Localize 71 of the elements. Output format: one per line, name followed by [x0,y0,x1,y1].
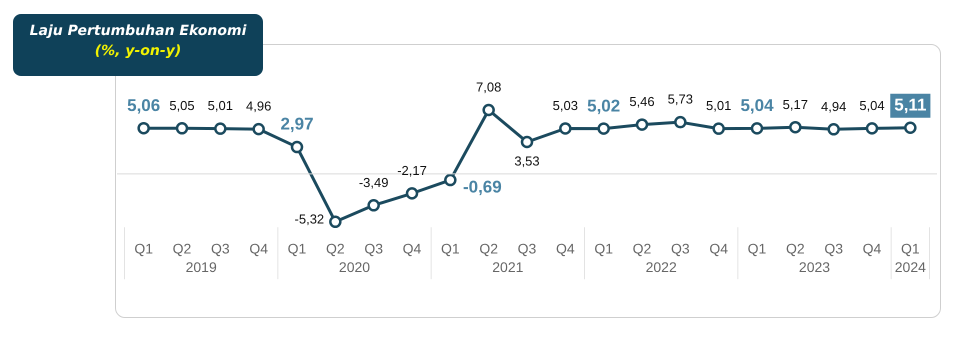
data-label: 4,96 [246,98,272,114]
x-tick-label: Q2 [632,240,652,256]
chart-subtitle: (%, y-on-y) [94,43,182,59]
data-label: -2,17 [397,162,427,178]
x-tick-label: Q3 [364,240,384,256]
point [176,122,188,135]
x-tick-label: Q1 [440,240,460,256]
point [559,122,572,135]
point [674,116,687,128]
x-tick-label: Q4 [709,240,728,256]
data-label: -3,49 [358,174,388,190]
point [904,122,917,134]
text: 2021 [492,259,524,276]
x-tick-label: Q4 [402,240,422,256]
x-tick-label: Q1 [594,240,614,256]
x-tick-label: Q1 [134,240,154,256]
point [789,120,802,134]
point [597,122,610,135]
point [252,122,265,136]
chart-title: Laju Pertumbuhan Ekonomi [28,23,248,39]
point [827,123,840,136]
point [329,216,342,228]
x-tick-label: Q4 [556,240,575,256]
data-label: -0,69 [462,178,502,197]
x-tick-label: Q3 [518,240,537,256]
text: 2020 [338,259,370,276]
point [444,174,457,186]
x-tick-label: Q2 [172,240,192,256]
point [290,140,304,154]
data-label: -5,32 [294,211,324,226]
point [520,136,534,148]
x-tick-label: Q3 [670,240,690,256]
point [406,187,418,200]
x-tick-label: Q4 [862,240,882,256]
data-label: 5,05 [169,98,195,113]
text: 2024 [894,259,926,276]
data-label: 5,17 [782,96,808,112]
data-label: 5,02 [587,96,620,116]
x-tick-label: Q2 [786,240,805,256]
data-label: 2,97 [280,114,314,134]
point [636,118,648,131]
data-label: 5,06 [127,96,160,115]
data-label: 5,46 [629,94,655,110]
x-tick-label: Q1 [748,240,767,256]
point [750,122,764,135]
text: 2022 [646,259,677,276]
data-label: 5,11 [894,95,926,114]
data-label: 5,04 [859,98,885,113]
x-tick-label: Q4 [249,240,268,256]
data-label: 5,03 [552,98,578,114]
data-label: 5,73 [668,92,693,107]
text: 2019 [186,259,217,276]
point [712,122,725,135]
x-tick-label: Q3 [824,240,844,256]
data-label: 5,04 [740,96,774,116]
text: 2023 [798,259,830,276]
x-tick-label: Q3 [210,240,230,256]
data-label: 3,53 [514,154,540,169]
data-label: 7,08 [476,80,502,95]
x-tick-label: Q1 [900,240,920,256]
point [367,199,380,212]
point [482,104,495,116]
x-tick-label: Q2 [326,240,345,256]
data-label: 5,01 [208,98,233,114]
point [866,122,878,135]
data-label: 4,94 [821,98,846,114]
point [137,122,150,134]
x-tick-label: Q1 [288,240,307,256]
point [214,122,227,135]
data-label: 5,01 [706,98,732,114]
x-tick-label: Q2 [479,240,498,256]
